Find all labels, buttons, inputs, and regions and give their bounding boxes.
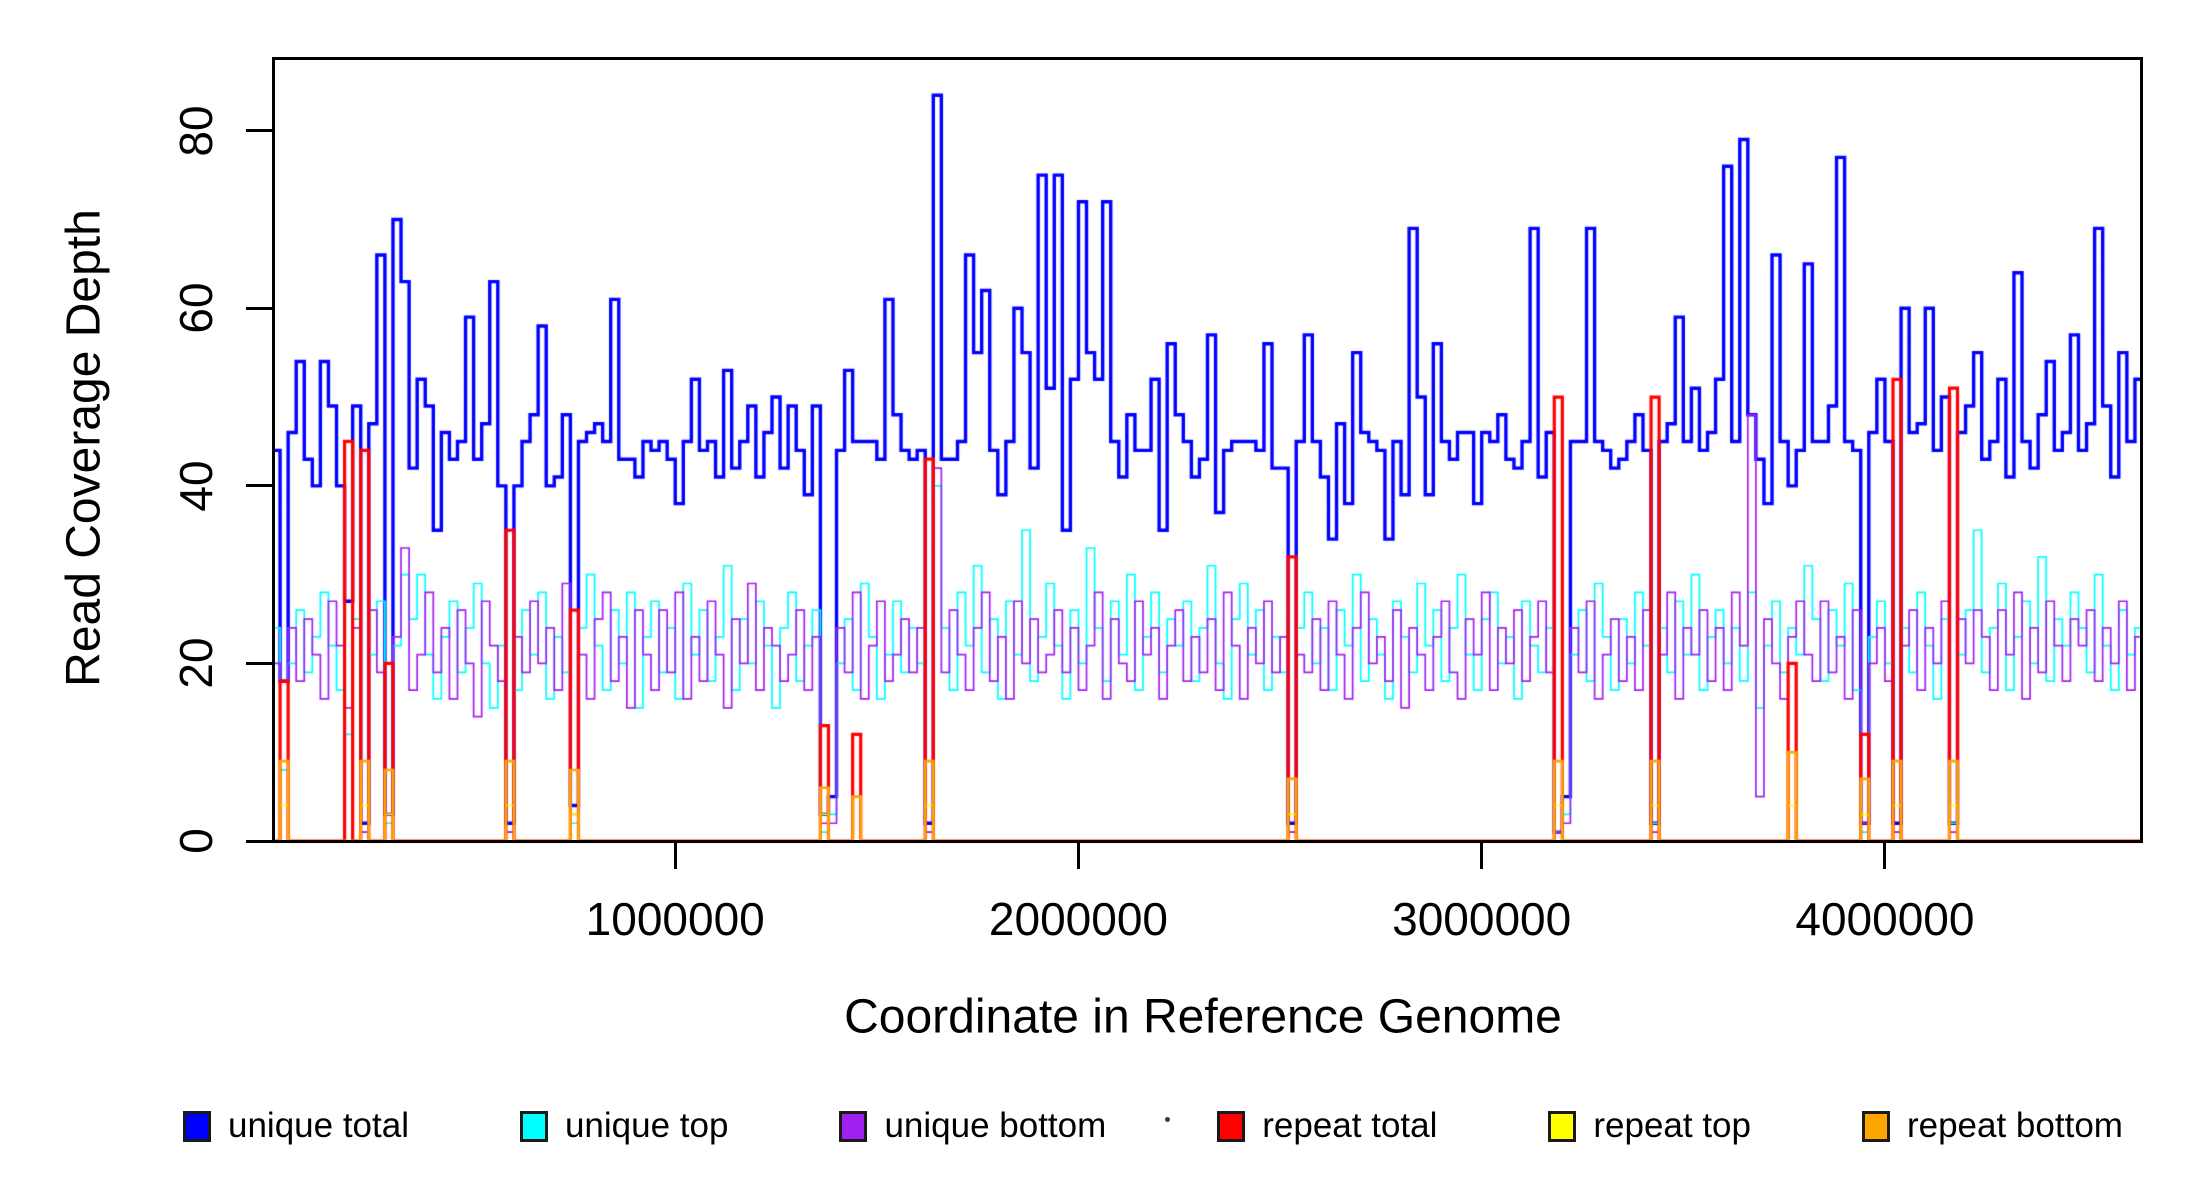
x-tick-label: 3000000: [1392, 893, 1572, 945]
y-tick-label: 0: [170, 828, 222, 854]
legend-item-unique-top: unique top: [519, 1106, 729, 1146]
legend-label: unique top: [564, 1106, 729, 1145]
x-axis-title: Coordinate in Reference Genome: [844, 990, 1562, 1044]
y-tick: [246, 839, 272, 843]
y-tick: [246, 306, 272, 310]
y-tick-label: 20: [170, 637, 222, 690]
x-tick: [1076, 843, 1080, 869]
legend-label: unique total: [228, 1106, 409, 1145]
x-tick: [673, 843, 677, 869]
x-tick: [1883, 843, 1887, 869]
y-axis-title: Read Coverage Depth: [57, 209, 111, 687]
legend-item-repeat-total: repeat total: [1217, 1106, 1437, 1146]
legend-swatch-repeat-bottom: [1861, 1110, 1890, 1142]
x-tick-label: 1000000: [585, 893, 765, 945]
legend-swatch-unique-top: [519, 1110, 548, 1142]
legend-label: repeat bottom: [1906, 1106, 2123, 1145]
y-tick: [246, 129, 272, 133]
legend-swatch-unique-bottom: [839, 1110, 868, 1142]
x-tick-label: 2000000: [988, 893, 1168, 945]
y-tick: [246, 661, 272, 665]
legend-label: unique bottom: [884, 1106, 1107, 1145]
legend-label: repeat total: [1262, 1106, 1438, 1145]
coverage-step-chart: [272, 57, 2143, 847]
stray-dot: [1165, 1117, 1170, 1122]
legend-item-unique-total: unique total: [183, 1106, 409, 1146]
legend-item-repeat-bottom: repeat bottom: [1861, 1106, 2123, 1146]
y-tick-label: 80: [170, 105, 222, 157]
x-tick: [1480, 843, 1484, 869]
legend: unique total unique top unique bottom repea…: [183, 1103, 2123, 1149]
y-tick: [246, 484, 272, 488]
y-tick-label: 40: [170, 460, 222, 512]
legend-label: repeat top: [1593, 1106, 1751, 1145]
legend-swatch-unique-total: [183, 1110, 211, 1142]
legend-swatch-repeat-total: [1217, 1110, 1246, 1142]
legend-item-repeat-top: repeat top: [1548, 1106, 1751, 1146]
x-tick-label: 4000000: [1795, 893, 1975, 945]
legend-swatch-repeat-top: [1548, 1110, 1577, 1142]
legend-item-unique-bottom: unique bottom: [839, 1106, 1106, 1146]
y-tick-label: 60: [170, 282, 222, 334]
